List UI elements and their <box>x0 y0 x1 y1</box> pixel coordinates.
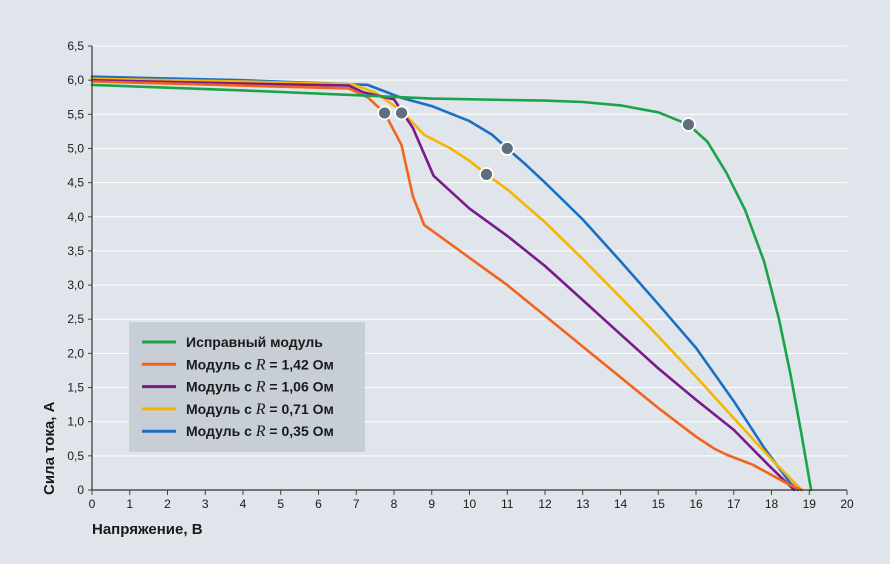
mpp-marker <box>681 117 696 132</box>
mpp-marker <box>394 105 409 121</box>
x-tick-label: 5 <box>277 497 284 511</box>
y-tick-label: 2,0 <box>67 346 84 360</box>
x-axis-title: Напряжение, В <box>92 521 203 538</box>
legend-entry: Модуль с R = 0,71 Ом <box>186 401 334 418</box>
legend-entry: Модуль с R = 1,42 Ом <box>186 356 334 373</box>
y-axis-title: Сила тока, А <box>41 401 58 495</box>
x-tick-label: 7 <box>353 497 360 511</box>
legend-entry: Модуль с R = 1,06 Ом <box>186 379 334 396</box>
axes <box>88 45 848 495</box>
x-tick-label: 3 <box>202 497 209 511</box>
x-tick-label: 14 <box>614 497 628 511</box>
mpp-marker <box>377 105 392 121</box>
x-tick-label: 2 <box>164 497 171 511</box>
y-tick-label: 3,5 <box>67 244 84 258</box>
series-line <box>90 80 803 492</box>
series-line <box>90 83 813 492</box>
y-tick-label: 5,0 <box>67 141 84 155</box>
legend-entry: Модуль с R = 0,35 Ом <box>186 423 334 440</box>
mpp-markers <box>377 105 696 182</box>
y-tick-label: 1,5 <box>67 381 84 395</box>
y-tick-label: 1,0 <box>67 415 84 429</box>
y-tick-label: 6,0 <box>67 73 84 87</box>
series-line <box>90 78 796 492</box>
x-tick-label: 1 <box>126 497 133 511</box>
y-tick-label: 5,5 <box>67 107 84 121</box>
x-tick-label: 11 <box>501 497 514 511</box>
x-tick-label: 16 <box>689 497 703 511</box>
x-tick-label: 13 <box>576 497 590 511</box>
y-tick-label: 0,5 <box>67 449 84 463</box>
x-tick-labels: 0 1 2 3 4 5 6 7 8 9 10 11 12 13 14 15 16 17 18 19 20 <box>89 497 854 511</box>
mpp-marker <box>499 141 515 156</box>
x-tick-label: 20 <box>840 497 854 511</box>
mpp-marker <box>479 167 494 182</box>
y-tick-label: 0 <box>77 483 84 497</box>
x-tick-label: 4 <box>240 497 247 511</box>
x-tick-label: 0 <box>89 497 96 511</box>
x-tick-label: 6 <box>315 497 322 511</box>
x-tick-label: 10 <box>463 497 477 511</box>
y-tick-labels: 0 0,5 1,0 1,5 2,0 2,5 3,0 3,5 4,0 4,5 5,0 5,5 6,0 6,5 <box>67 39 84 497</box>
series-lines <box>90 75 813 492</box>
x-tick-label: 12 <box>538 497 552 511</box>
x-tick-label: 9 <box>428 497 435 511</box>
legend-entry: Исправный модуль <box>186 334 323 350</box>
x-tick-label: 15 <box>652 497 666 511</box>
x-tick-label: 17 <box>727 497 741 511</box>
y-tick-label: 4,5 <box>67 176 84 190</box>
y-tick-label: 2,5 <box>67 312 84 326</box>
legend: Исправный модуль Модуль с R = 1,42 Ом Моду… <box>129 322 365 452</box>
x-tick-label: 19 <box>803 497 817 511</box>
y-tick-label: 3,0 <box>67 278 84 292</box>
y-tick-label: 4,0 <box>67 210 84 224</box>
y-tick-label: 6,5 <box>67 39 84 53</box>
series-line <box>90 77 803 492</box>
x-tick-label: 18 <box>765 497 779 511</box>
x-tick-label: 8 <box>391 497 398 511</box>
